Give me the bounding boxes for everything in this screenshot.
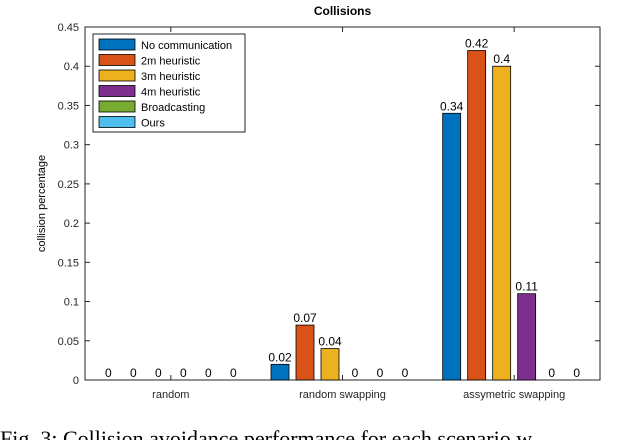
chart-title: Collisions bbox=[314, 4, 372, 18]
y-axis-label: collision percentage bbox=[36, 155, 48, 252]
collisions-chart: Collisions collision percentage 0 0.05 0.1 0.… bbox=[36, 4, 601, 401]
bar-value-label: 0.02 bbox=[268, 350, 292, 364]
bar-value-label: 0 bbox=[352, 366, 359, 380]
bar-value-label: 0.34 bbox=[440, 99, 464, 113]
legend-label: 4m heuristic bbox=[141, 87, 201, 99]
bar bbox=[517, 293, 537, 381]
bar bbox=[467, 50, 487, 381]
bar-value-label: 0 bbox=[402, 366, 409, 380]
y-tick-label: 0.1 bbox=[64, 297, 79, 309]
y-tick-label: 0.05 bbox=[58, 336, 79, 348]
legend-swatch bbox=[98, 85, 136, 97]
bar bbox=[320, 348, 340, 381]
bar-value-label: 0 bbox=[548, 366, 555, 380]
legend-label: Ours bbox=[141, 118, 165, 130]
legend-label: 3m heuristic bbox=[141, 71, 201, 83]
x-tick-label: random swapping bbox=[299, 389, 386, 401]
bar-value-label: 0.42 bbox=[465, 37, 489, 51]
figure-caption: Fig. 3: Collision avoidance performance … bbox=[0, 426, 533, 440]
bar bbox=[295, 324, 315, 381]
x-tick-label: assymetric swapping bbox=[463, 389, 565, 401]
y-tick-label: 0.15 bbox=[58, 257, 79, 269]
bar-value-label: 0.11 bbox=[515, 280, 538, 294]
y-tick-label: 0.2 bbox=[64, 218, 79, 230]
bar-value-label: 0 bbox=[573, 366, 580, 380]
y-tick-label: 0.35 bbox=[58, 100, 79, 112]
bar-value-label: 0 bbox=[377, 366, 384, 380]
bar-value-label: 0.4 bbox=[493, 52, 510, 66]
legend-swatch bbox=[98, 54, 136, 66]
bar-value-label: 0 bbox=[230, 366, 237, 380]
legend-swatch bbox=[98, 116, 136, 128]
bar-value-label: 0 bbox=[105, 366, 112, 380]
legend-swatch bbox=[98, 69, 136, 82]
legend-swatch bbox=[98, 38, 136, 51]
bar-value-label: 0.07 bbox=[293, 311, 317, 325]
legend-label: No communication bbox=[141, 40, 232, 52]
legend-swatch bbox=[98, 100, 136, 113]
y-tick-label: 0.3 bbox=[64, 140, 79, 152]
bar-value-label: 0.04 bbox=[318, 335, 342, 349]
bar bbox=[492, 65, 512, 381]
bar-value-label: 0 bbox=[180, 366, 187, 380]
legend-label: Broadcasting bbox=[141, 102, 205, 114]
y-tick-label: 0.25 bbox=[58, 179, 79, 191]
x-tick-label: random bbox=[152, 389, 189, 401]
y-tick-label: 0 bbox=[73, 375, 79, 387]
bar bbox=[442, 112, 462, 381]
bar-value-label: 0 bbox=[130, 366, 137, 380]
y-tick-label: 0.4 bbox=[64, 61, 79, 73]
y-tick-label: 0.45 bbox=[58, 22, 79, 34]
legend-label: 2m heuristic bbox=[141, 56, 201, 68]
bar-value-label: 0 bbox=[205, 366, 212, 380]
bar bbox=[270, 363, 290, 381]
bar-value-label: 0 bbox=[155, 366, 162, 380]
